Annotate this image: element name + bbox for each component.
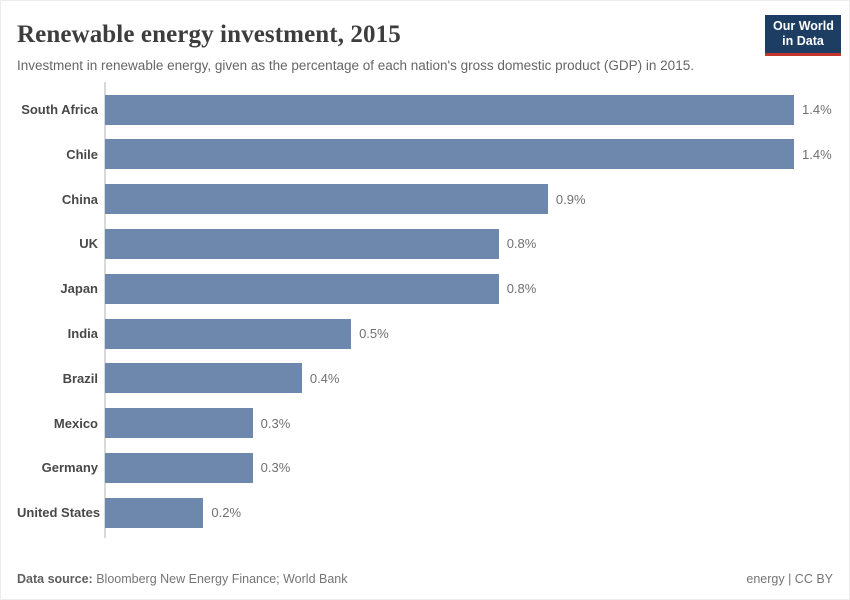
bar-track: 0.2% [105, 497, 833, 528]
chart-title: Renewable energy investment, 2015 [17, 21, 401, 48]
chart-row: Brazil 0.4% [17, 356, 833, 401]
category-label: China [61, 191, 98, 207]
category-label: Japan [60, 281, 98, 297]
category-label: United States [17, 505, 101, 521]
bar-track: 0.8% [105, 273, 833, 304]
value-label: 0.4% [309, 370, 340, 386]
data-source-value: Bloomberg New Energy Finance; World Bank [96, 572, 348, 586]
category-label: Mexico [53, 415, 98, 431]
value-label: 0.9% [555, 191, 586, 207]
value-label: 0.8% [506, 281, 537, 297]
bar-track: 1.4% [105, 139, 833, 170]
bar[interactable] [105, 273, 499, 304]
bar[interactable] [105, 139, 794, 170]
category-label: UK [79, 236, 98, 252]
owid-logo-line2: in Data [782, 34, 824, 49]
chart-header: Renewable energy investment, 2015 Invest… [1, 1, 849, 77]
chart-row: Mexico 0.3% [17, 401, 833, 446]
bar[interactable] [105, 94, 794, 125]
chart-row: Germany 0.3% [17, 446, 833, 491]
bar-track: 0.8% [105, 228, 833, 259]
category-label: Brazil [62, 370, 98, 386]
value-label: 0.3% [260, 415, 291, 431]
chart-row: South Africa 1.4% [17, 87, 833, 132]
bar[interactable] [105, 363, 302, 394]
bar[interactable] [105, 228, 499, 259]
chart-subtitle: Investment in renewable energy, given as… [17, 58, 694, 74]
bar-track: 1.4% [105, 94, 833, 125]
chart-row: China 0.9% [17, 177, 833, 222]
bar[interactable] [105, 184, 548, 215]
category-label: Germany [41, 460, 98, 476]
chart-row: UK 0.8% [17, 222, 833, 267]
bar-track: 0.4% [105, 363, 833, 394]
bar[interactable] [105, 452, 253, 483]
bar[interactable] [105, 318, 352, 349]
chart-row: Japan 0.8% [17, 266, 833, 311]
data-source-label: Data source: [17, 572, 93, 586]
bar-track: 0.3% [105, 452, 833, 483]
chart-row: United States 0.2% [17, 490, 833, 535]
value-label: 1.4% [802, 102, 832, 118]
bar-track: 0.9% [105, 184, 833, 215]
chart-footer: Data source: Bloomberg New Energy Financ… [17, 572, 833, 586]
chart-row: India 0.5% [17, 311, 833, 356]
value-label: 0.3% [260, 460, 291, 476]
license-note: energy | CC BY [746, 572, 833, 586]
owid-logo[interactable]: Our World in Data [765, 15, 841, 56]
bar-chart: South Africa 1.4% Chile 1.4% China 0.9% UK 0.8%… [17, 82, 833, 539]
category-label: South Africa [21, 102, 98, 118]
value-label: 0.8% [506, 236, 537, 252]
chart-rows: South Africa 1.4% Chile 1.4% China 0.9% UK 0.8%… [17, 87, 833, 535]
owid-logo-line1: Our World [773, 19, 834, 33]
bar[interactable] [105, 408, 253, 439]
bar-track: 0.5% [105, 318, 833, 349]
category-label: Chile [66, 146, 98, 162]
y-axis-line [104, 82, 106, 539]
bar-track: 0.3% [105, 408, 833, 439]
value-label: 0.2% [211, 505, 242, 521]
data-source: Data source: Bloomberg New Energy Financ… [17, 572, 348, 586]
bar[interactable] [105, 497, 204, 528]
category-label: India [67, 326, 98, 342]
chart-row: Chile 1.4% [17, 132, 833, 177]
value-label: 0.5% [359, 326, 389, 342]
value-label: 1.4% [802, 146, 832, 162]
